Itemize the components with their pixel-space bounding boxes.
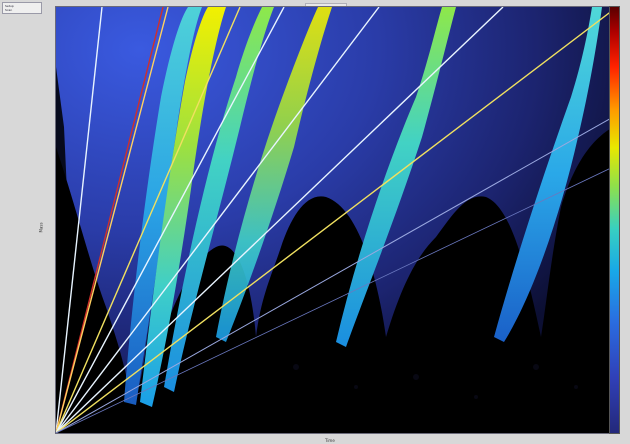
- menu-line-2: Scan: [5, 8, 13, 12]
- color-scale-bar: [609, 6, 620, 434]
- x-axis-label: Time: [325, 438, 335, 443]
- signal-bands: [124, 7, 602, 407]
- menu-line-1: Setup: [5, 4, 14, 8]
- overlay-lines: [56, 7, 613, 433]
- menu-button[interactable]: Setup Scan: [2, 2, 42, 14]
- noise-speckles: [293, 364, 578, 399]
- spectrogram-canvas[interactable]: [56, 7, 613, 433]
- spectrogram-plot[interactable]: [55, 6, 614, 434]
- y-axis-label: Mass: [38, 222, 44, 233]
